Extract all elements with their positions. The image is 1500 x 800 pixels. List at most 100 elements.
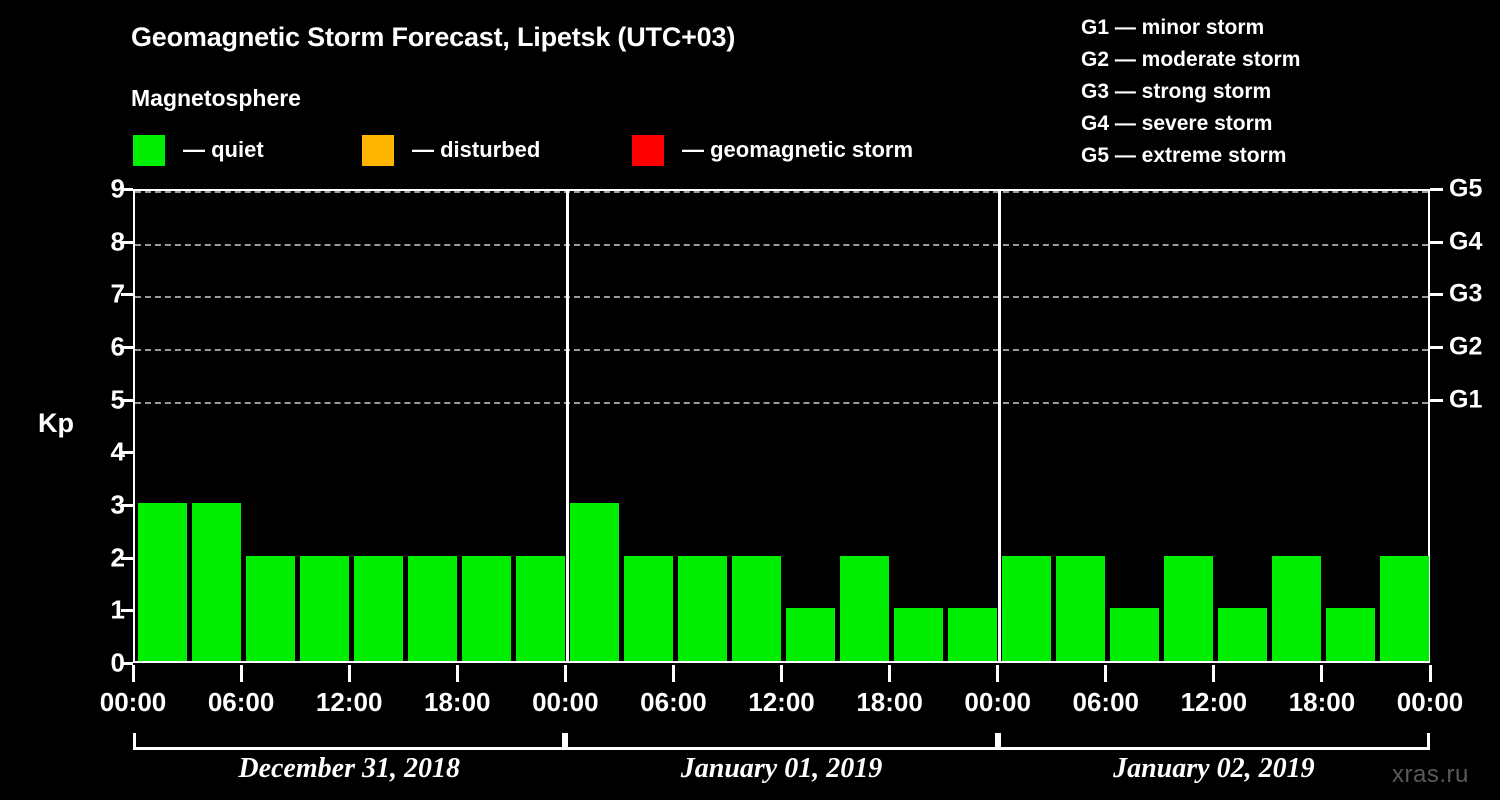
legend-label-geomagnetic-storm: — geomagnetic storm bbox=[682, 137, 914, 162]
y-axis-title: Kp bbox=[38, 408, 74, 438]
legend-swatch-geomagnetic-storm bbox=[632, 134, 664, 166]
y-tick-label-8: 8 bbox=[110, 226, 125, 257]
bar bbox=[1218, 608, 1268, 661]
bar bbox=[1110, 608, 1160, 661]
legend-label-quiet: — quiet bbox=[183, 137, 264, 162]
x-tick-mark bbox=[131, 665, 135, 682]
legend-swatch-disturbed bbox=[362, 134, 394, 166]
bar bbox=[1326, 608, 1376, 661]
legend-label-disturbed: — disturbed bbox=[412, 137, 541, 162]
gridline-kp-6 bbox=[135, 349, 1428, 351]
magnetosphere-heading: Magnetosphere bbox=[131, 85, 301, 111]
y-tick-mark-1 bbox=[121, 609, 133, 613]
x-tick-label: 00:00 bbox=[99, 687, 167, 717]
bar bbox=[948, 608, 998, 661]
bar bbox=[1056, 555, 1106, 661]
bar bbox=[191, 503, 241, 661]
g-axis-label-G1: G1 bbox=[1449, 385, 1483, 414]
g-tick-mark-G2 bbox=[1430, 346, 1443, 349]
gridline-kp-7 bbox=[135, 296, 1428, 299]
plot-area bbox=[133, 189, 1430, 663]
bar bbox=[1164, 555, 1214, 661]
x-tick-label: 12:00 bbox=[748, 687, 815, 717]
bar bbox=[299, 555, 349, 661]
g-axis-label-G3: G3 bbox=[1449, 279, 1483, 308]
g-axis-label-G5: G5 bbox=[1449, 174, 1483, 203]
legend-item-geomagnetic-storm: — geomagnetic storm bbox=[632, 134, 913, 166]
y-tick-label-0: 0 bbox=[110, 647, 125, 678]
day-separator bbox=[998, 191, 1002, 661]
y-tick-label-4: 4 bbox=[110, 436, 125, 467]
g-scale-row-5: G5 — extreme storm bbox=[1081, 144, 1287, 167]
watermark: xras.ru bbox=[1392, 761, 1469, 788]
g-tick-mark-G4 bbox=[1430, 240, 1443, 244]
x-tick-mark bbox=[888, 665, 892, 682]
gridline-kp-5 bbox=[135, 401, 1428, 404]
y-tick-label-5: 5 bbox=[110, 384, 125, 415]
gridline-kp-9 bbox=[135, 191, 1428, 193]
x-tick-label: 06:00 bbox=[640, 687, 707, 717]
x-tick-mark bbox=[780, 665, 783, 682]
x-tick-mark bbox=[1212, 665, 1216, 682]
legend-item-disturbed: — disturbed bbox=[362, 134, 540, 166]
y-tick-mark-7 bbox=[121, 293, 133, 297]
bar bbox=[353, 555, 403, 661]
date-bracket bbox=[997, 733, 1430, 750]
x-tick-label: 12:00 bbox=[1180, 687, 1248, 717]
x-tick-mark bbox=[239, 665, 243, 682]
date-label: January 01, 2019 bbox=[680, 753, 883, 784]
x-tick-label: 12:00 bbox=[315, 687, 383, 717]
y-tick-mark-2 bbox=[121, 556, 133, 560]
x-tick-label: 18:00 bbox=[424, 687, 491, 717]
date-label: December 31, 2018 bbox=[238, 753, 460, 784]
y-tick-mark-9 bbox=[121, 188, 133, 191]
x-tick-label: 00:00 bbox=[964, 687, 1031, 717]
g-scale-row-1: G1 — minor storm bbox=[1081, 16, 1265, 39]
bar bbox=[1002, 555, 1052, 661]
x-tick-mark bbox=[1320, 665, 1324, 682]
bar bbox=[623, 555, 673, 661]
g-tick-mark-G3 bbox=[1430, 293, 1443, 297]
g-scale-row-2: G2 — moderate storm bbox=[1081, 48, 1301, 71]
x-tick-label: 18:00 bbox=[856, 687, 923, 717]
day-separator bbox=[565, 191, 569, 661]
g-axis-label-G2: G2 bbox=[1449, 332, 1483, 361]
x-tick-mark bbox=[1104, 665, 1108, 682]
date-bracket bbox=[133, 733, 566, 750]
legend-item-quiet: — quiet bbox=[133, 134, 264, 166]
legend-swatch-quiet bbox=[133, 134, 165, 166]
g-scale-row-3: G3 — strong storm bbox=[1081, 80, 1272, 103]
x-tick-mark bbox=[563, 665, 567, 682]
x-tick-mark bbox=[455, 665, 459, 682]
y-tick-mark-5 bbox=[121, 398, 133, 402]
date-label: January 02, 2019 bbox=[1113, 753, 1315, 784]
x-tick-label: 06:00 bbox=[207, 687, 275, 717]
y-tick-label-3: 3 bbox=[110, 489, 125, 520]
bar bbox=[569, 503, 619, 661]
y-tick-mark-4 bbox=[121, 451, 133, 455]
y-tick-mark-3 bbox=[121, 504, 133, 507]
y-tick-mark-0 bbox=[121, 662, 133, 665]
bar bbox=[1380, 555, 1430, 661]
x-tick-label: 18:00 bbox=[1288, 687, 1356, 717]
date-bracket bbox=[565, 733, 998, 750]
y-tick-mark-8 bbox=[121, 240, 133, 244]
y-tick-label-2: 2 bbox=[110, 542, 125, 573]
x-tick-label: 06:00 bbox=[1072, 687, 1140, 717]
bar bbox=[1272, 555, 1322, 661]
g-tick-mark-G1 bbox=[1430, 398, 1443, 402]
x-tick-label: 00:00 bbox=[532, 687, 599, 717]
x-tick-label: 00:00 bbox=[1396, 687, 1464, 717]
bar bbox=[515, 555, 565, 661]
bar bbox=[137, 503, 187, 661]
gridline-kp-8 bbox=[135, 243, 1428, 246]
bar bbox=[407, 555, 457, 661]
y-tick-label-9: 9 bbox=[110, 173, 125, 204]
page-title: Geomagnetic Storm Forecast, Lipetsk (UTC… bbox=[131, 22, 736, 52]
g-axis-label-G4: G4 bbox=[1449, 227, 1483, 256]
x-tick-mark bbox=[347, 665, 351, 682]
bar bbox=[677, 555, 727, 661]
bar bbox=[731, 555, 781, 661]
g-scale-row-4: G4 — severe storm bbox=[1081, 112, 1273, 135]
